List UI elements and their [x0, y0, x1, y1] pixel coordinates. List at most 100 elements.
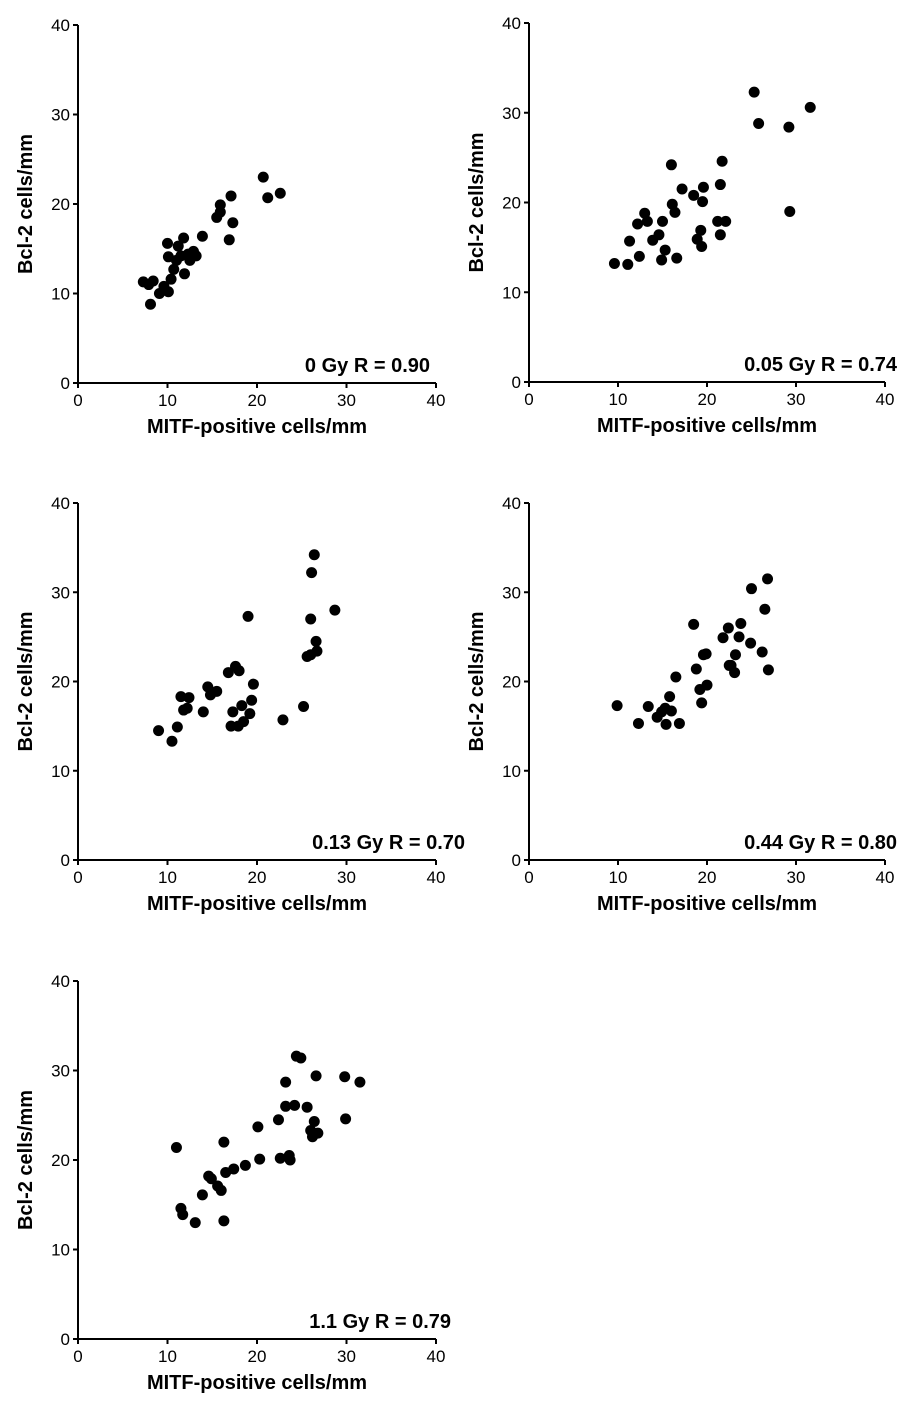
- data-point: [784, 205, 796, 217]
- x-tick-label: 30: [337, 1347, 356, 1366]
- data-point: [660, 718, 672, 730]
- data-point: [214, 206, 226, 218]
- x-tick-label: 40: [876, 390, 895, 409]
- y-tick-label: 30: [502, 104, 521, 123]
- y-tick-label: 20: [51, 1151, 70, 1170]
- data-point: [162, 237, 173, 249]
- data-point: [720, 215, 732, 227]
- data-point: [190, 250, 202, 262]
- panel-4: 0 10 20 30 40 0 10 20 30 40 MITF-positive cells/mm…: [466, 494, 897, 915]
- y-tick-label: 30: [51, 583, 70, 602]
- data-point: [239, 1159, 251, 1171]
- y-tick-label: 0: [512, 851, 521, 870]
- data-point: [632, 717, 644, 729]
- data-point: [714, 229, 726, 241]
- data-point: [688, 189, 700, 201]
- data-point: [144, 298, 156, 310]
- data-point: [215, 1184, 227, 1196]
- data-point: [716, 155, 728, 167]
- data-point: [166, 735, 178, 747]
- x-tick-label: 40: [427, 391, 446, 410]
- data-point: [254, 1153, 266, 1165]
- data-point: [670, 671, 682, 683]
- correlation-annotation: 1.1 Gy R = 0.79: [309, 1311, 451, 1333]
- data-point: [783, 121, 795, 133]
- data-point: [252, 1121, 264, 1133]
- data-point: [277, 714, 289, 726]
- y-tick-label: 40: [51, 972, 70, 991]
- x-tick-label: 10: [158, 1347, 177, 1366]
- data-point: [179, 268, 191, 280]
- data-point: [762, 573, 774, 585]
- data-point: [701, 679, 713, 691]
- correlation-annotation: 0.44 Gy R = 0.80: [744, 832, 897, 854]
- data-point: [228, 1163, 240, 1175]
- x-tick-label: 20: [248, 1347, 267, 1366]
- x-tick-label: 0: [524, 390, 533, 409]
- data-point: [676, 183, 688, 195]
- data-point: [722, 622, 734, 634]
- x-axis-title: MITF-positive cells/mm: [147, 416, 367, 438]
- data-point: [223, 234, 235, 246]
- x-tick-label: 40: [427, 1347, 446, 1366]
- data-point: [165, 273, 177, 285]
- x-axis-title: MITF-positive cells/mm: [147, 893, 367, 915]
- data-point: [205, 1173, 217, 1185]
- data-point: [624, 235, 636, 247]
- data-point: [669, 206, 681, 218]
- data-point: [247, 678, 259, 690]
- data-point: [665, 159, 677, 171]
- y-tick-label: 10: [51, 285, 70, 304]
- data-point: [611, 700, 623, 712]
- x-tick-label: 40: [427, 868, 446, 887]
- y-tick-label: 30: [51, 106, 70, 125]
- data-point: [748, 86, 760, 98]
- data-point: [690, 663, 702, 675]
- data-point: [177, 1209, 189, 1221]
- correlation-annotation: 0.13 Gy R = 0.70: [312, 832, 465, 854]
- y-tick-label: 40: [502, 14, 521, 33]
- data-point: [312, 1127, 324, 1139]
- y-tick-label: 0: [512, 373, 521, 392]
- data-point: [756, 646, 768, 658]
- data-point: [759, 603, 771, 615]
- y-tick-label: 10: [502, 762, 521, 781]
- data-point: [308, 1116, 320, 1128]
- y-axis-title: Bcl-2 cells/mm: [15, 1090, 37, 1230]
- data-point: [746, 583, 757, 595]
- data-point: [712, 215, 724, 227]
- data-point: [656, 254, 668, 266]
- data-point: [305, 613, 317, 625]
- data-point: [642, 700, 654, 712]
- x-tick-label: 20: [248, 868, 267, 887]
- data-point: [688, 618, 700, 630]
- data-point: [671, 252, 683, 264]
- data-point: [227, 706, 239, 718]
- data-point: [189, 1217, 201, 1229]
- data-point: [340, 1113, 352, 1125]
- data-point: [244, 708, 256, 720]
- y-tick-label: 40: [51, 16, 70, 35]
- data-point: [211, 685, 223, 697]
- data-point: [289, 1099, 301, 1111]
- data-point: [175, 691, 187, 703]
- data-point: [178, 232, 190, 244]
- data-point: [697, 181, 709, 193]
- x-axis-title: MITF-positive cells/mm: [147, 1372, 367, 1394]
- data-point: [665, 705, 677, 717]
- correlation-annotation: 0 Gy R = 0.90: [305, 355, 430, 377]
- data-point: [280, 1100, 292, 1112]
- data-point: [181, 702, 193, 714]
- data-point: [280, 1076, 292, 1088]
- data-point: [714, 179, 726, 191]
- data-point: [717, 632, 729, 644]
- data-point: [246, 694, 258, 706]
- x-tick-label: 10: [609, 390, 628, 409]
- data-point: [233, 665, 245, 677]
- data-point: [310, 1070, 322, 1082]
- data-point: [295, 1052, 307, 1064]
- x-tick-label: 0: [73, 868, 82, 887]
- x-tick-label: 10: [158, 868, 177, 887]
- data-point: [257, 171, 269, 183]
- data-point: [695, 224, 707, 236]
